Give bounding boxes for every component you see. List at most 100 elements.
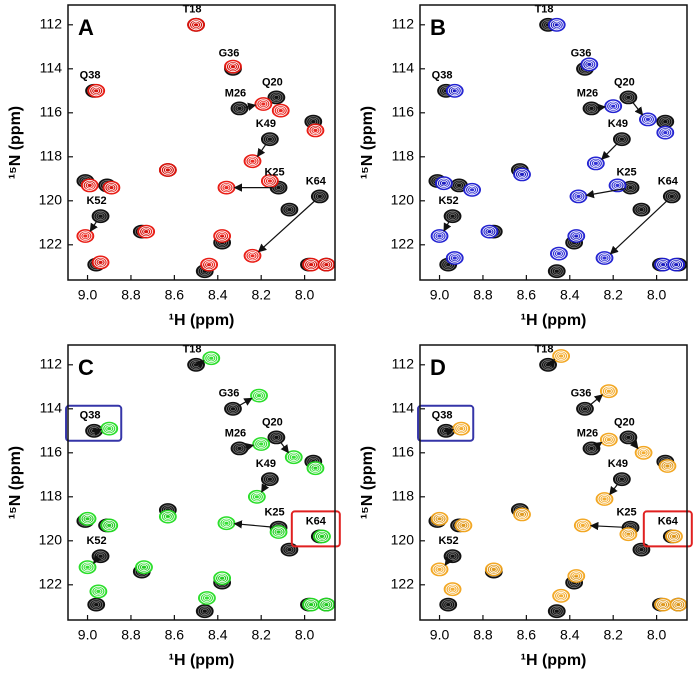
contour [317, 597, 335, 612]
contour [632, 542, 651, 557]
contour [82, 563, 93, 572]
contour [449, 213, 456, 219]
contour [558, 353, 564, 359]
contour [252, 437, 271, 451]
contour [584, 60, 595, 69]
shifted-peak [158, 163, 177, 177]
contour [247, 489, 266, 504]
shifted-peak [586, 156, 605, 171]
contour [273, 95, 280, 100]
contour [80, 561, 95, 573]
contour [273, 105, 288, 116]
contour [288, 453, 299, 462]
y-axis-label: ¹⁵N (ppm) [7, 446, 24, 519]
contour [230, 101, 249, 116]
reference-peak [260, 472, 279, 487]
peak-label: M26 [577, 87, 598, 99]
shifted-peak [434, 176, 453, 191]
contour [619, 527, 638, 542]
x-tick-label: 8.4 [560, 287, 580, 303]
contour [662, 462, 673, 470]
shifted-peak [550, 246, 568, 261]
contour [597, 252, 612, 264]
contour [669, 259, 684, 271]
contour [443, 600, 454, 609]
contour [321, 260, 332, 269]
shifted-peak [217, 180, 236, 195]
contour [260, 472, 279, 487]
contour [204, 260, 214, 269]
contour [640, 450, 647, 456]
contour [519, 512, 525, 517]
contour [547, 17, 566, 32]
contour [671, 599, 686, 610]
contour [612, 132, 631, 147]
shift-arrow [244, 442, 255, 452]
contour [610, 103, 617, 109]
contour [208, 355, 215, 361]
contour [258, 100, 269, 108]
contour [275, 529, 282, 535]
shifted-peak [100, 421, 119, 436]
shifted-peak [302, 597, 321, 612]
shifted-peak [658, 459, 677, 473]
contour [621, 431, 636, 443]
contour [625, 434, 632, 440]
shift-arrow [546, 358, 555, 368]
contour [108, 185, 115, 191]
contour [202, 351, 221, 366]
x-tick-label: 8.6 [165, 287, 185, 303]
contour [260, 132, 279, 147]
shifted-peak [80, 178, 99, 193]
contour [264, 475, 275, 484]
x-tick-label: 8.2 [251, 627, 271, 643]
y-tick-label: 116 [392, 444, 415, 460]
shifted-peak [580, 57, 599, 72]
contour [286, 207, 293, 213]
x-axis-label: ¹H (ppm) [521, 652, 587, 669]
contour [282, 204, 297, 216]
contour [247, 157, 258, 166]
contour [654, 597, 673, 612]
shift-arrow [279, 441, 289, 454]
contour [213, 229, 232, 243]
contour [302, 597, 321, 612]
contour [667, 531, 681, 542]
contour [447, 212, 458, 221]
shifted-peak [595, 251, 614, 265]
panel: 9.0 8.8 8.6 8.4 8.2 8.0 112 114 116 118 120 122 ¹H (… [359, 344, 693, 669]
contour [582, 441, 601, 456]
contour [258, 441, 265, 447]
reference-peak [230, 441, 249, 456]
contour [662, 130, 669, 136]
contour [217, 180, 236, 195]
contour [97, 259, 104, 265]
contour [262, 175, 277, 187]
contour [671, 260, 682, 269]
contour [236, 106, 243, 111]
contour [228, 62, 238, 71]
plot-frame [67, 344, 336, 621]
contour [97, 213, 104, 219]
contour [454, 518, 473, 533]
reference-peak [260, 132, 279, 147]
reference-peak [224, 401, 242, 416]
peak-label: K49 [608, 458, 628, 470]
contour [599, 495, 610, 503]
contour [230, 441, 249, 456]
contour [310, 119, 317, 124]
x-tick-label: 8.6 [517, 627, 537, 643]
contour [76, 229, 95, 243]
contour [601, 255, 608, 261]
y-tick-label: 116 [392, 104, 415, 120]
y-tick-label: 114 [40, 60, 63, 76]
contour [252, 390, 266, 402]
peak-label: K52 [86, 195, 106, 207]
peak-label: K49 [256, 458, 276, 470]
contour [273, 434, 280, 440]
shifted-peak [317, 597, 335, 612]
contour [224, 401, 242, 416]
contour [319, 534, 325, 539]
contour [273, 528, 284, 536]
contour [430, 229, 449, 243]
